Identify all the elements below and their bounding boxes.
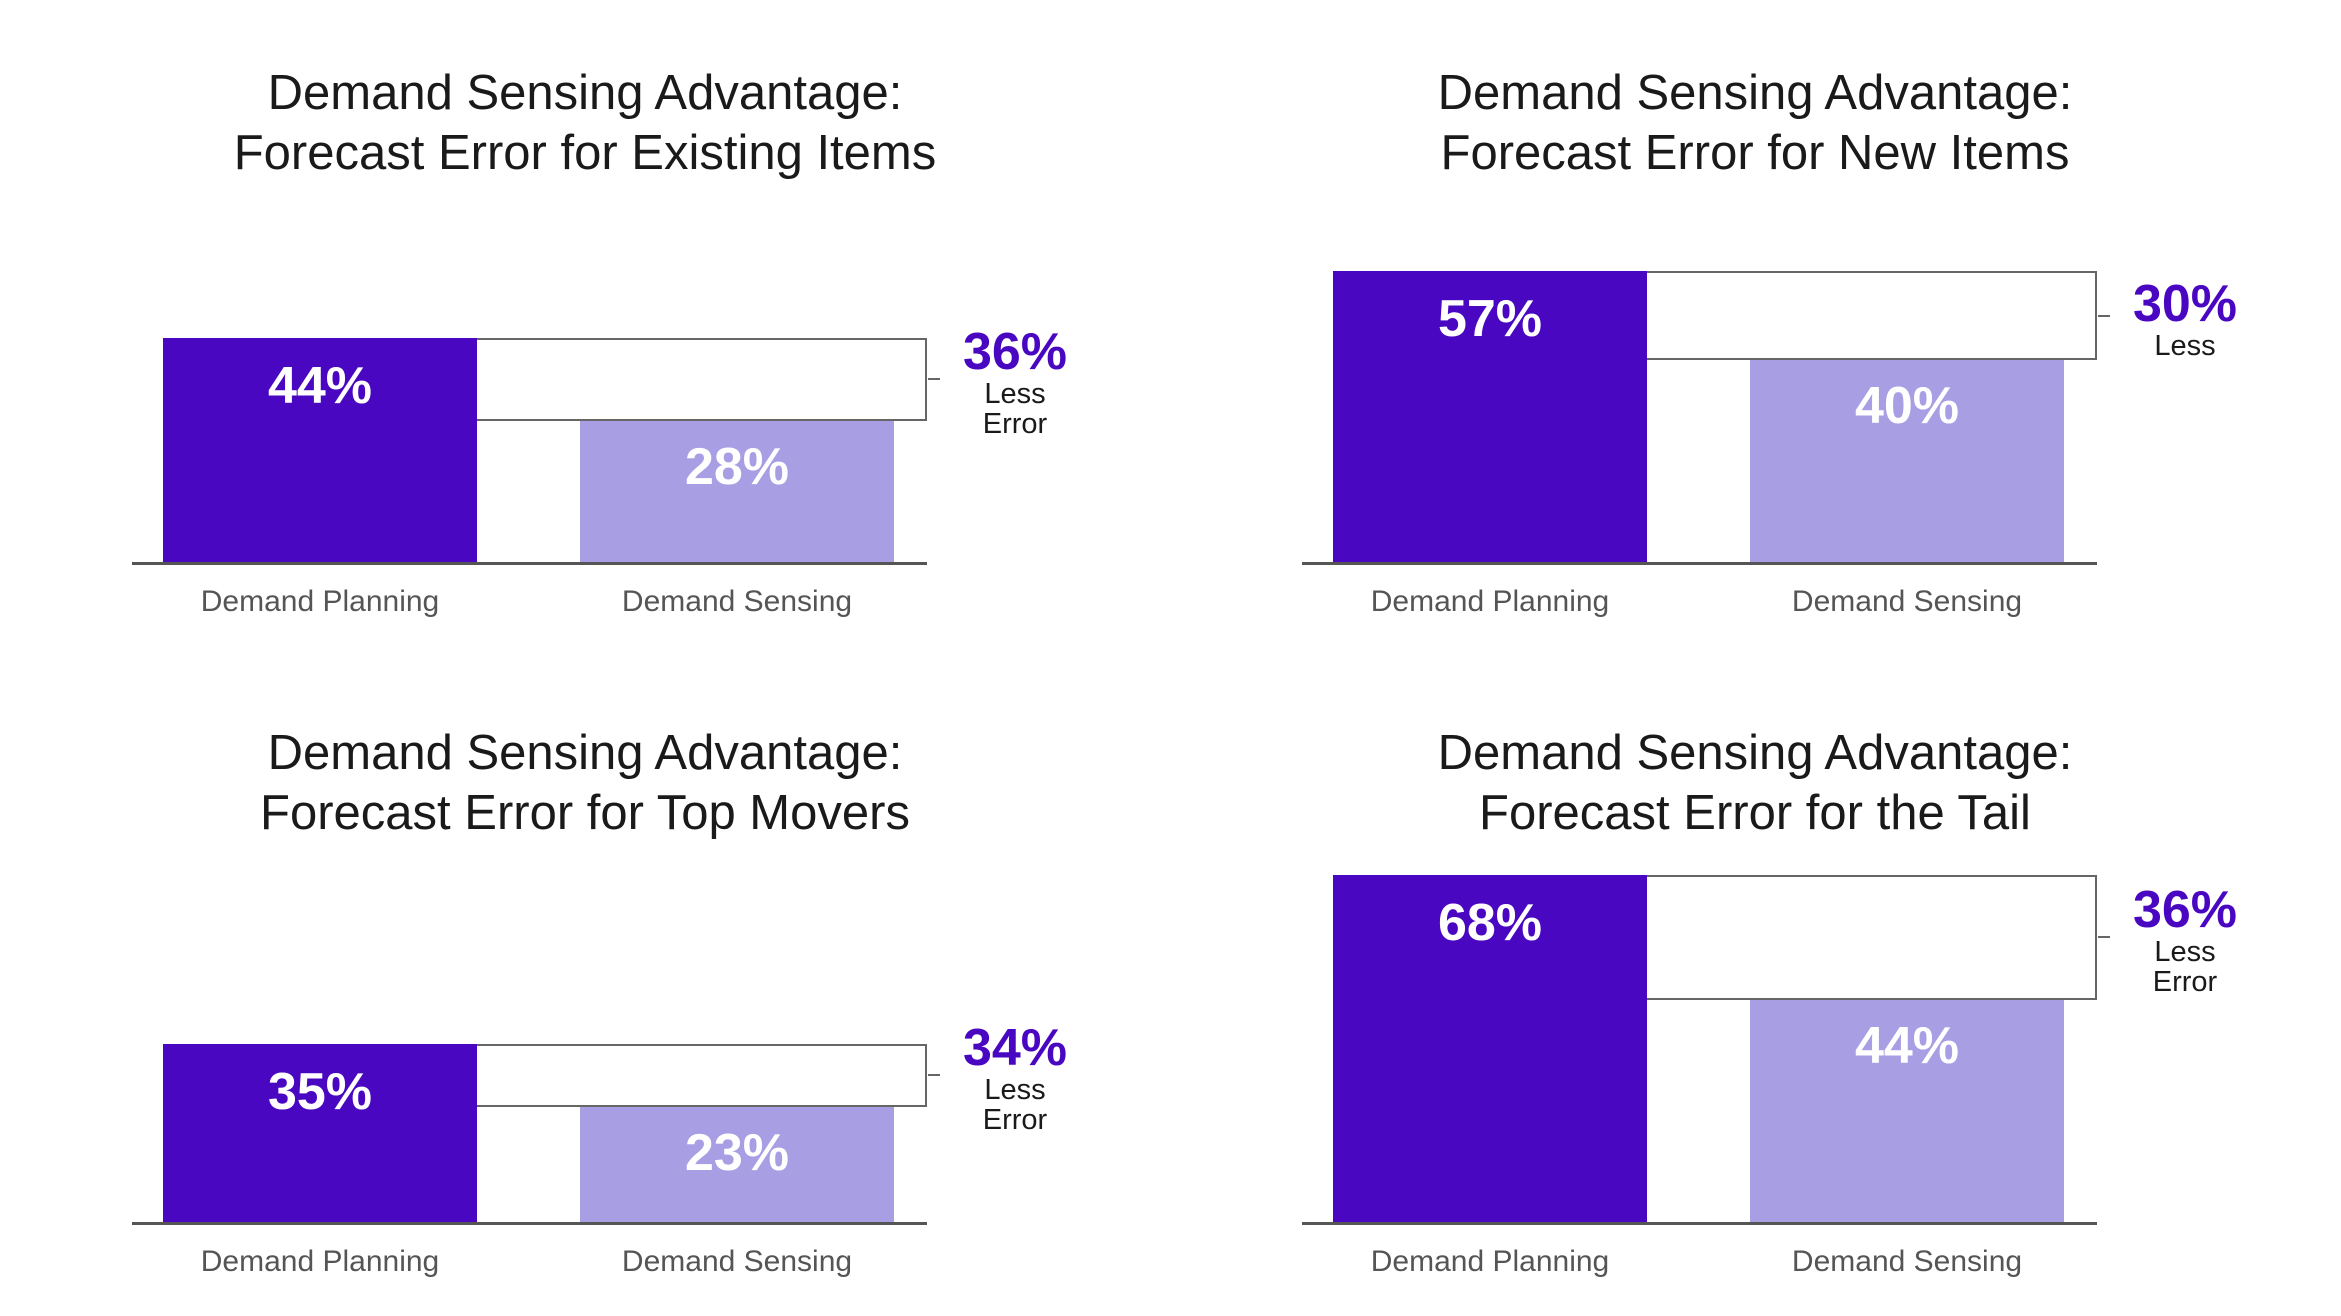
bar-value-label: 23%: [684, 1123, 790, 1182]
x-axis-line: [132, 562, 927, 565]
bar-demand-planning: [163, 337, 477, 562]
difference-bracket: [477, 1043, 927, 1107]
bracket-tick: [2098, 314, 2110, 317]
advantage-value: 30%: [2132, 274, 2238, 333]
bar-value-label: 68%: [1437, 894, 1543, 953]
category-label: Demand Planning: [1370, 1245, 1610, 1278]
advantage-label: Error: [2152, 966, 2218, 999]
advantage-value: 34%: [962, 1019, 1068, 1078]
bar-demand-sensing: [1750, 997, 2064, 1222]
bar-demand-planning: [1333, 271, 1647, 562]
bar-value-label: 40%: [1854, 377, 1960, 435]
chart-subtitle: Forecast Error for the Tail: [1479, 786, 2031, 840]
category-label: Demand Sensing: [621, 1245, 853, 1278]
bar-value-label: 57%: [1437, 290, 1543, 349]
advantage-label: Less: [984, 1074, 1046, 1107]
x-axis-line: [1302, 562, 2097, 565]
difference-bracket: [477, 337, 927, 422]
chart-panel-existing-items: Demand Sensing Advantage: Forecast Error …: [0, 0, 1170, 656]
advantage-label: Less: [2154, 936, 2216, 969]
category-label: Demand Sensing: [1791, 1245, 2023, 1278]
bar-demand-sensing: [580, 1104, 894, 1222]
chart-title: Demand Sensing Advantage:: [1437, 726, 2073, 780]
advantage-label: Error: [982, 1104, 1048, 1137]
category-label: Demand Sensing: [621, 585, 853, 618]
chart-title: Demand Sensing Advantage:: [267, 726, 903, 780]
advantage-value: 36%: [2132, 881, 2238, 940]
bar-demand-sensing: [1750, 358, 2064, 562]
bar-value-label: 44%: [267, 356, 373, 415]
difference-bracket: [1647, 271, 2097, 360]
bar-demand-planning: [1333, 875, 1647, 1222]
advantage-value: 36%: [962, 323, 1068, 382]
chart-subtitle: Forecast Error for New Items: [1440, 126, 2070, 180]
chart-panel-new-items: Demand Sensing Advantage: Forecast Error …: [1170, 0, 2340, 656]
bracket-tick: [928, 1074, 940, 1077]
advantage-label: Error: [982, 408, 1048, 441]
bar-value-label: 28%: [684, 438, 790, 497]
chart-panel-top-movers: Demand Sensing Advantage: Forecast Error …: [0, 660, 1170, 1316]
category-label: Demand Planning: [1370, 585, 1610, 618]
x-axis-line: [132, 1222, 927, 1225]
chart-subtitle: Forecast Error for Top Movers: [260, 786, 910, 840]
bar-demand-planning: [163, 1043, 477, 1222]
x-axis-line: [1302, 1222, 2097, 1225]
category-label: Demand Planning: [200, 585, 440, 618]
chart-panel-tail: Demand Sensing Advantage: Forecast Error …: [1170, 660, 2340, 1316]
difference-bracket: [1647, 875, 2097, 1000]
bar-demand-sensing: [580, 419, 894, 562]
bar-value-label: 35%: [267, 1062, 373, 1121]
bar-value-label: 44%: [1854, 1016, 1960, 1075]
bracket-tick: [928, 378, 940, 381]
category-label: Demand Planning: [200, 1245, 440, 1278]
chart-title: Demand Sensing Advantage:: [1437, 66, 2073, 120]
chart-subtitle: Forecast Error for Existing Items: [233, 126, 937, 180]
chart-title: Demand Sensing Advantage:: [267, 66, 903, 120]
category-label: Demand Sensing: [1791, 585, 2023, 618]
advantage-label: Less: [2154, 329, 2216, 362]
bracket-tick: [2098, 936, 2110, 939]
advantage-label: Less: [984, 378, 1046, 411]
